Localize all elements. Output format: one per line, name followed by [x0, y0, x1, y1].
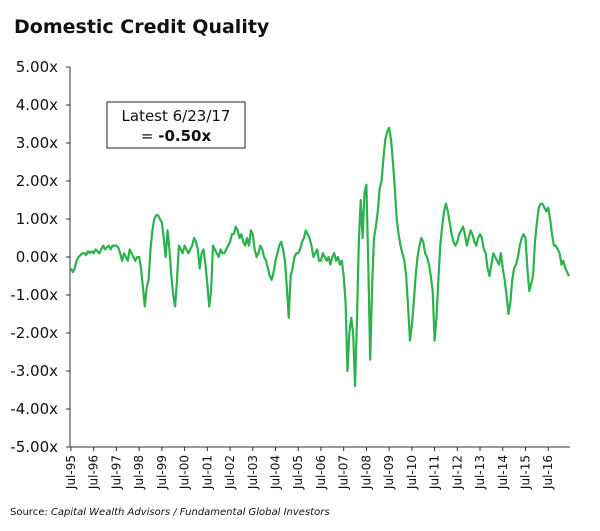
- y-tick-label: -4.00x: [10, 400, 58, 418]
- y-tick-label: 4.00x: [16, 96, 58, 114]
- x-tick-label: Jul-07: [337, 455, 351, 490]
- x-tick-label: Jul-96: [87, 455, 101, 490]
- x-tick-label: Jul-11: [428, 455, 442, 490]
- annotation-line: Latest 6/23/17: [122, 107, 231, 125]
- x-tick-label: Jul-03: [246, 455, 260, 490]
- x-tick-label: Jul-97: [109, 455, 123, 490]
- y-tick-label: -5.00x: [10, 438, 58, 456]
- x-tick-label: Jul-06: [314, 455, 328, 490]
- y-tick-label: -1.00x: [10, 286, 58, 304]
- x-tick-label: Jul-99: [155, 455, 169, 490]
- y-tick-label: -3.00x: [10, 362, 58, 380]
- x-tick-label: Jul-05: [291, 455, 305, 490]
- x-tick-label: Jul-14: [496, 455, 510, 490]
- x-tick-label: Jul-04: [268, 455, 282, 490]
- x-tick-label: Jul-13: [473, 455, 487, 490]
- plot: 5.00x 4.00x 3.00x 2.00x 1.00x 0.00x -1.00x -2.0…: [10, 58, 571, 490]
- x-tick-label: Jul-09: [382, 455, 396, 490]
- annotation-prefix: =: [141, 127, 154, 145]
- source-label: Source:: [10, 507, 48, 518]
- x-tick-label: Jul-15: [518, 455, 532, 490]
- x-tick-label: Jul-02: [223, 455, 237, 490]
- x-tick-label: Jul-00: [178, 455, 192, 490]
- annotation-line: = -0.50x: [141, 127, 212, 145]
- x-tick-label: Jul-12: [450, 455, 464, 490]
- y-tick-label: 3.00x: [16, 134, 58, 152]
- y-tick-label: 2.00x: [16, 172, 58, 190]
- annotation-box: [106, 101, 246, 149]
- chart-title: Domestic Credit Quality: [14, 16, 270, 38]
- x-tick-label: Jul-98: [132, 455, 146, 490]
- x-tick-label: Jul-10: [405, 455, 419, 490]
- x-tick-label: Jul-16: [541, 455, 555, 490]
- y-tick-label: -2.00x: [10, 324, 58, 342]
- x-tick-label: Jul-01: [200, 455, 214, 490]
- y-tick-label: 5.00x: [16, 58, 58, 76]
- y-tick-label: 0.00x: [16, 248, 58, 266]
- source-text: Capital Wealth Advisors / Fundamental Gl…: [51, 507, 330, 518]
- source: Source: Capital Wealth Advisors / Fundam…: [10, 507, 330, 518]
- line: [69, 126, 571, 388]
- x-tick-label: Jul-08: [359, 455, 373, 490]
- y-tick-label: 1.00x: [16, 210, 58, 228]
- x-tick-label: Jul-95: [64, 455, 78, 490]
- annotation-value: -0.50x: [158, 127, 211, 145]
